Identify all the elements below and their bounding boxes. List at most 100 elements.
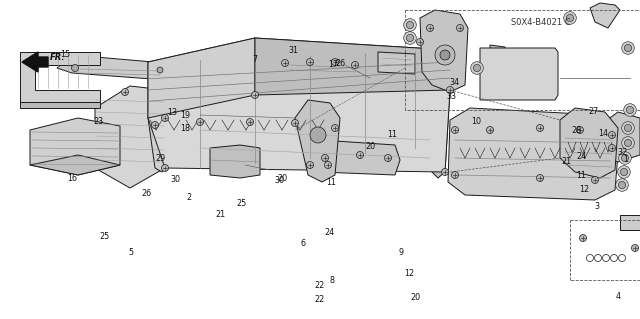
Circle shape: [619, 152, 631, 164]
Text: 11: 11: [576, 171, 586, 180]
Circle shape: [486, 127, 493, 133]
Circle shape: [161, 115, 168, 122]
Text: 32: 32: [617, 148, 627, 157]
Text: 11: 11: [326, 178, 336, 187]
Circle shape: [282, 60, 289, 66]
Circle shape: [447, 86, 454, 93]
Circle shape: [625, 139, 632, 147]
Circle shape: [609, 131, 616, 138]
Text: 16: 16: [67, 174, 77, 182]
Text: 19: 19: [180, 111, 191, 120]
Polygon shape: [255, 38, 450, 178]
Circle shape: [310, 127, 326, 143]
Polygon shape: [148, 38, 450, 118]
Polygon shape: [378, 52, 415, 74]
Circle shape: [122, 88, 129, 95]
Circle shape: [406, 21, 413, 29]
Circle shape: [404, 19, 416, 31]
Circle shape: [385, 154, 392, 161]
Circle shape: [307, 58, 314, 65]
Text: 5: 5: [129, 248, 134, 257]
Circle shape: [618, 182, 626, 189]
Circle shape: [307, 161, 314, 168]
Circle shape: [632, 244, 639, 251]
Text: 24: 24: [576, 152, 586, 161]
Circle shape: [621, 137, 634, 149]
Circle shape: [406, 34, 413, 41]
Text: 6: 6: [301, 239, 306, 248]
Text: 30: 30: [170, 175, 180, 184]
Polygon shape: [490, 45, 505, 64]
Polygon shape: [20, 52, 100, 102]
Text: 34: 34: [449, 78, 460, 87]
Circle shape: [625, 124, 632, 132]
Text: 24: 24: [324, 228, 335, 237]
Polygon shape: [448, 108, 620, 200]
Circle shape: [451, 127, 458, 133]
Text: 12: 12: [579, 185, 589, 194]
Text: 25: 25: [237, 199, 247, 208]
Polygon shape: [210, 145, 260, 178]
Text: 13: 13: [167, 108, 177, 117]
Circle shape: [291, 120, 298, 127]
Polygon shape: [148, 38, 255, 172]
Circle shape: [564, 12, 576, 24]
Polygon shape: [620, 215, 640, 230]
Circle shape: [252, 92, 259, 99]
Circle shape: [579, 234, 586, 241]
Text: S0X4-B4021 C: S0X4-B4021 C: [511, 18, 571, 26]
Polygon shape: [22, 52, 48, 72]
Text: 9: 9: [399, 248, 404, 257]
Text: 22: 22: [314, 281, 324, 290]
Circle shape: [426, 25, 433, 32]
Circle shape: [440, 50, 450, 60]
Circle shape: [621, 42, 634, 54]
Text: 12: 12: [404, 269, 414, 278]
Text: 23: 23: [93, 117, 104, 126]
Circle shape: [161, 165, 168, 172]
Circle shape: [321, 154, 328, 161]
Circle shape: [470, 62, 483, 74]
Text: 28: 28: [571, 126, 581, 135]
Text: 22: 22: [314, 295, 324, 304]
Circle shape: [474, 64, 481, 71]
Polygon shape: [95, 86, 165, 188]
Polygon shape: [20, 102, 100, 108]
Text: 2: 2: [186, 193, 191, 202]
Circle shape: [624, 104, 636, 116]
Text: 30: 30: [275, 176, 285, 185]
Circle shape: [609, 145, 616, 152]
Text: 14: 14: [598, 129, 608, 138]
Circle shape: [536, 174, 543, 182]
Polygon shape: [560, 108, 618, 178]
Circle shape: [351, 62, 358, 69]
Polygon shape: [590, 3, 620, 28]
Circle shape: [356, 152, 364, 159]
Circle shape: [621, 154, 628, 162]
Text: 1: 1: [623, 155, 628, 164]
Circle shape: [196, 118, 204, 125]
Text: 31: 31: [288, 46, 298, 55]
Text: 33: 33: [446, 92, 456, 101]
Text: FR.: FR.: [50, 54, 65, 63]
Text: 21: 21: [561, 157, 572, 166]
Polygon shape: [30, 118, 120, 175]
Circle shape: [435, 45, 455, 65]
Circle shape: [577, 127, 584, 133]
Text: 21: 21: [215, 210, 225, 219]
Circle shape: [246, 118, 253, 125]
Polygon shape: [30, 155, 120, 175]
Circle shape: [417, 39, 424, 46]
Text: 10: 10: [471, 117, 481, 126]
Circle shape: [620, 168, 628, 175]
Circle shape: [442, 168, 449, 175]
Text: 20: 20: [365, 142, 376, 151]
Text: 20: 20: [410, 293, 420, 302]
Circle shape: [625, 44, 632, 52]
Polygon shape: [148, 90, 450, 172]
Text: 26: 26: [141, 189, 152, 198]
Circle shape: [404, 32, 416, 44]
Text: 17: 17: [328, 60, 339, 69]
Text: 20: 20: [278, 174, 288, 182]
Text: 7: 7: [252, 56, 257, 64]
